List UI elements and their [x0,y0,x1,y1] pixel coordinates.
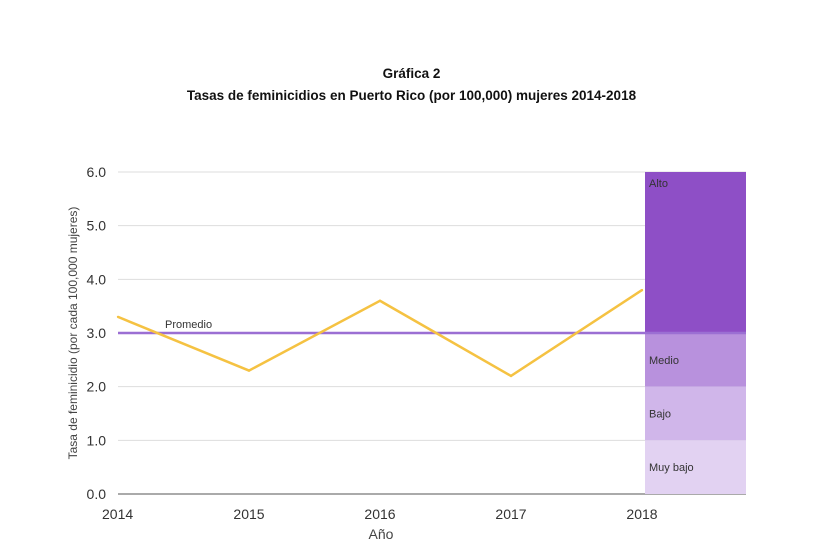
y-tick-label: 3.0 [87,325,107,341]
band-label: Muy bajo [649,462,694,474]
y-tick-label: 1.0 [87,432,107,448]
chart-title: Gráfica 2 [382,66,441,81]
x-tick-label: 2014 [102,506,133,522]
gridlines [118,171,746,495]
y-tick-label: 0.0 [87,486,107,502]
band-rect [645,440,746,494]
chart-subtitle: Tasas de feminicidios en Puerto Rico (po… [186,88,637,103]
x-tick-label: 2018 [626,506,657,522]
y-tick-label: 4.0 [87,271,107,287]
y-axis-ticks: 0.0 1.0 2.0 3.0 4.0 5.0 6.0 [87,164,107,502]
x-tick-label: 2015 [233,506,264,522]
band-rect [645,172,746,333]
y-tick-label: 5.0 [87,218,107,234]
band-rect [645,333,746,387]
average-line-group: Promedio [118,319,746,335]
y-tick-label: 2.0 [87,379,107,395]
range-bands: Alto Medio Bajo Muy bajo [645,172,746,494]
x-tick-label: 2016 [364,506,395,522]
data-point [640,288,644,292]
band-label: Medio [649,355,679,367]
data-point [116,315,120,319]
band-rect [645,386,746,441]
data-point [247,369,251,372]
y-axis-label: Tasa de feminicidio (por cada 100,000 mu… [66,207,80,460]
series-group [116,288,644,378]
average-line-label: Promedio [165,319,212,331]
x-axis-label: Año [369,526,394,542]
y-tick-label: 6.0 [87,164,107,180]
band-label: Alto [649,178,668,190]
x-axis-ticks: 2014 2015 2016 2017 2018 [102,506,658,522]
data-point [509,374,513,378]
data-point [378,299,382,302]
band-label: Bajo [649,409,671,421]
x-tick-label: 2017 [495,506,526,522]
